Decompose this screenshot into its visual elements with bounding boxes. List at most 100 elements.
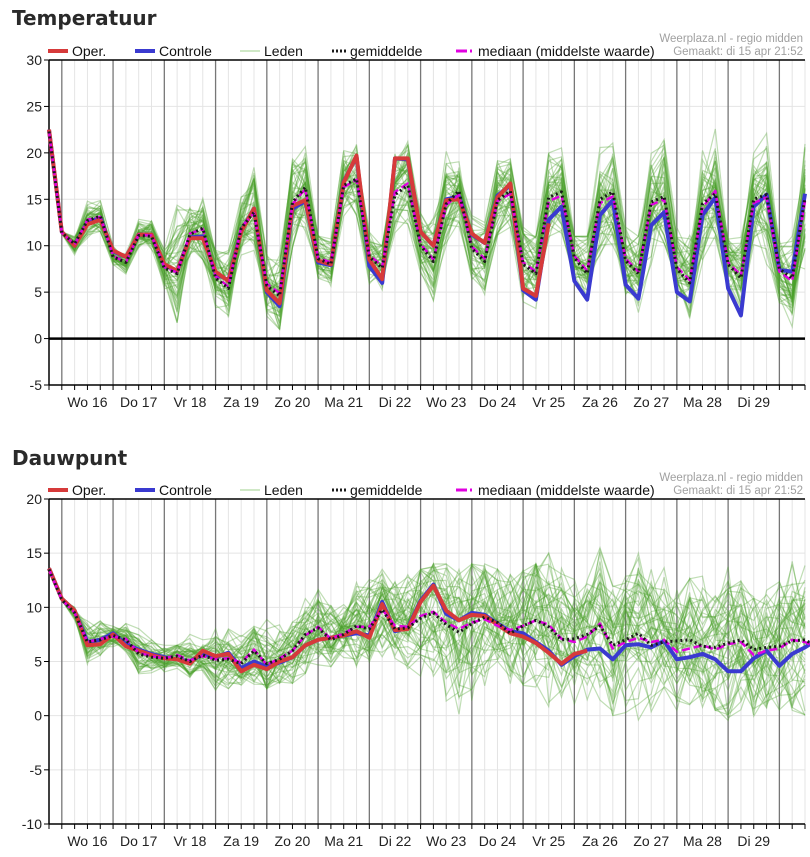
series-line-controle <box>47 129 807 318</box>
member-line <box>48 569 806 722</box>
member-line <box>48 128 806 310</box>
legend-swatch-leden <box>240 489 260 491</box>
legend-label-leden: Leden <box>264 43 303 59</box>
legend-label-controle: Controle <box>159 482 212 498</box>
member-line <box>48 562 806 716</box>
member-line <box>48 130 806 313</box>
legend-swatch-controle <box>135 488 155 492</box>
legend-label-oper: Oper. <box>72 43 106 59</box>
legend-label-mediaan: mediaan (middelste waarde) <box>478 482 655 498</box>
member-line <box>48 131 806 309</box>
member-line <box>48 561 806 682</box>
member-line <box>48 132 806 302</box>
member-line <box>48 131 806 288</box>
member-line <box>48 569 806 709</box>
legend-label-gemiddelde: gemiddelde <box>350 43 423 59</box>
x-day-label: Do 24 <box>479 394 517 410</box>
member-line <box>48 569 806 697</box>
y-tick-label: 5 <box>34 284 42 300</box>
member-line <box>48 561 806 717</box>
member-line <box>48 569 806 680</box>
member-line <box>48 561 806 703</box>
x-day-label: Wo 23 <box>426 833 466 849</box>
member-line <box>48 568 806 702</box>
member-line <box>48 563 806 673</box>
legend-label-gemiddelde: gemiddelde <box>350 482 423 498</box>
member-line <box>48 568 806 670</box>
x-day-label: Vr 25 <box>532 394 565 410</box>
member-line <box>48 566 806 716</box>
member-line <box>48 131 806 331</box>
series-line-gemiddelde <box>47 131 807 298</box>
member-line <box>48 131 806 299</box>
member-line <box>48 565 806 716</box>
source-label: Weerplaza.nl - regio midden <box>659 472 803 484</box>
legend-swatch-leden <box>240 50 260 52</box>
member-line <box>48 130 806 310</box>
legend-label-mediaan: mediaan (middelste waarde) <box>478 43 655 59</box>
member-line <box>48 130 806 316</box>
dewpoint-chart: -10 -5 0 5 10 15 20 Wo 16 Do 17 Vr 18 Za 19 Zo 20 Ma… <box>22 472 810 849</box>
legend-label-oper: Oper. <box>72 482 106 498</box>
member-line <box>48 569 806 706</box>
legend-swatch-controle <box>135 49 155 53</box>
x-day-label: Vr 18 <box>173 394 206 410</box>
member-line <box>48 131 806 302</box>
series-line-mediaan <box>47 568 810 667</box>
y-tick-label: 15 <box>26 545 42 561</box>
x-day-label: Zo 27 <box>633 394 669 410</box>
x-day-label: Ma 28 <box>683 394 722 410</box>
member-line <box>48 568 806 690</box>
x-day-label: Vr 18 <box>173 833 206 849</box>
member-line <box>48 132 806 314</box>
x-day-label: Za 26 <box>582 833 618 849</box>
member-line <box>48 569 806 706</box>
member-line <box>48 563 806 679</box>
member-line <box>48 569 806 710</box>
x-day-label: Zo 20 <box>275 833 311 849</box>
y-tick-label: 0 <box>34 331 42 347</box>
member-line <box>48 551 806 684</box>
created-timestamp: Gemaakt: di 15 apr 21:52 <box>673 485 803 497</box>
member-line <box>48 569 806 711</box>
member-line <box>48 131 806 313</box>
member-line <box>48 562 806 712</box>
member-line <box>48 569 806 687</box>
member-line <box>48 561 806 683</box>
y-tick-label: 10 <box>26 599 42 615</box>
y-tick-label: 25 <box>26 98 42 114</box>
member-line <box>48 131 806 307</box>
x-day-label: Za 19 <box>223 833 259 849</box>
source-label: Weerplaza.nl - regio midden <box>659 33 803 45</box>
x-day-label: Di 29 <box>737 394 770 410</box>
x-day-label: Do 17 <box>120 833 158 849</box>
member-line <box>48 131 806 322</box>
member-line <box>48 131 806 319</box>
x-day-label: Zo 27 <box>633 833 669 849</box>
member-line <box>48 131 806 313</box>
ensemble-members <box>48 546 806 722</box>
temperature-chart: -5 0 5 10 15 20 25 30 Wo 16 Do 17 Vr 18 Za 19 Zo 20 M… <box>26 33 807 410</box>
member-line <box>48 566 806 704</box>
member-line <box>48 131 806 314</box>
member-line <box>48 132 806 318</box>
y-tick-label: 30 <box>26 52 42 68</box>
y-tick-label: 20 <box>26 491 42 507</box>
x-day-label: Za 26 <box>582 394 618 410</box>
x-day-label: Di 22 <box>379 833 412 849</box>
y-tick-label: -10 <box>22 816 42 832</box>
x-day-label: Wo 16 <box>67 833 107 849</box>
x-day-label: Wo 16 <box>67 394 107 410</box>
member-line <box>48 569 806 718</box>
x-day-label: Zo 20 <box>275 394 311 410</box>
member-line <box>48 131 806 329</box>
x-day-label: Ma 28 <box>683 833 722 849</box>
member-line <box>48 131 806 299</box>
member-line <box>48 130 806 290</box>
x-day-label: Ma 21 <box>324 394 363 410</box>
member-line <box>48 130 806 300</box>
y-tick-label: 10 <box>26 238 42 254</box>
created-timestamp: Gemaakt: di 15 apr 21:52 <box>673 46 803 58</box>
temperature-chart-title: Temperatuur <box>12 6 157 30</box>
y-tick-label: 0 <box>34 708 42 724</box>
